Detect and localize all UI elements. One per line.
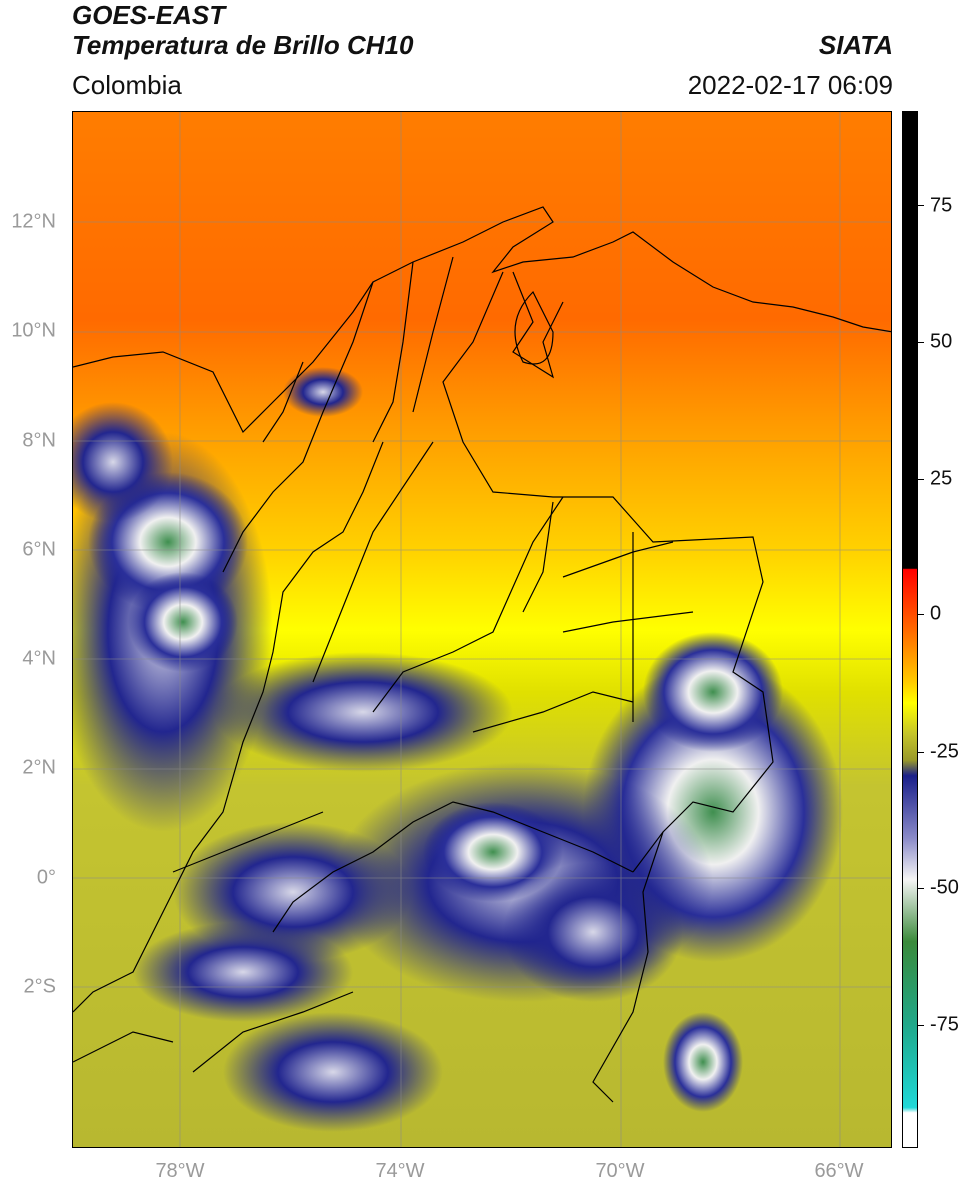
lat-label-equator: 0°: [36, 866, 56, 889]
colorbar-ramp: [903, 112, 917, 1147]
country-borders: [73, 206, 891, 1103]
colorbar-label-50: 50: [930, 330, 953, 353]
lon-label-66w: 66°W: [814, 1160, 864, 1182]
lat-label-12n: 12°N: [11, 210, 56, 233]
colorbar-label-minus25: -25: [930, 740, 959, 763]
colorbar-label-minus75: -75: [930, 1013, 959, 1036]
colorbar-tick: [918, 479, 924, 480]
lon-label-70w: 70°W: [595, 1160, 645, 1182]
timestamp-label: 2022-02-17 06:09: [687, 70, 893, 100]
colorbar-tick: [918, 342, 924, 343]
title-satellite: GOES-EAST: [72, 0, 226, 30]
lat-label-6n: 6°N: [22, 538, 56, 561]
lat-label-10n: 10°N: [11, 319, 56, 342]
region-label: Colombia: [72, 70, 182, 100]
colorbar-tick: [918, 888, 924, 889]
colorbar-label-75: 75: [930, 194, 953, 217]
map-canvas: [73, 112, 891, 1147]
lat-label-4n: 4°N: [22, 647, 56, 670]
colorbar-tick: [918, 205, 924, 206]
lon-label-78w: 78°W: [155, 1160, 205, 1182]
lat-label-2s: 2°S: [23, 975, 56, 998]
title-product: Temperatura de Brillo CH10: [72, 30, 414, 60]
colorbar-label-0: 0: [930, 602, 942, 625]
colorbar-tick: [918, 1025, 924, 1026]
lat-label-8n: 8°N: [22, 429, 56, 452]
colorbar: [902, 111, 918, 1148]
lon-label-74w: 74°W: [375, 1160, 425, 1182]
colorbar-label-25: 25: [930, 467, 953, 490]
brand-label: SIATA: [818, 30, 893, 60]
colorbar-tick: [918, 752, 924, 753]
satellite-map[interactable]: [72, 111, 892, 1148]
colorbar-tick: [918, 614, 924, 615]
colorbar-label-minus50: -50: [930, 876, 959, 899]
lat-label-2n: 2°N: [22, 756, 56, 779]
